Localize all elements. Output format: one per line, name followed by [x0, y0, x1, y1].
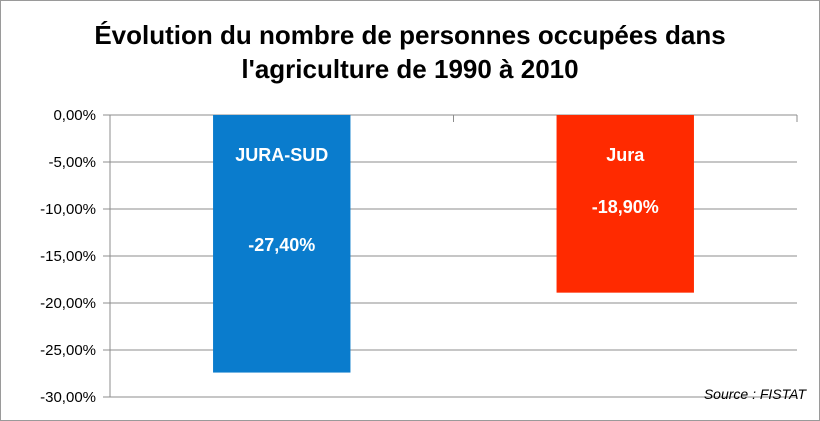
source-note: Source : FISTAT — [703, 386, 806, 402]
y-tick-label: -25,00% — [40, 342, 96, 359]
bar-category-label: JURA-SUD — [235, 145, 328, 165]
y-tick-label: -5,00% — [48, 154, 96, 171]
y-tick-label: -10,00% — [40, 201, 96, 218]
bar-value-label: -27,40% — [248, 235, 315, 255]
bar-value-label: -18,90% — [592, 197, 659, 217]
bar-jura — [556, 115, 694, 293]
y-tick-label: -30,00% — [40, 389, 96, 406]
chart-title: Évolution du nombre de personnes occupée… — [0, 18, 820, 86]
bar-jura-sud — [213, 115, 351, 373]
y-tick-label: 0,00% — [53, 107, 96, 124]
y-tick-label: -15,00% — [40, 248, 96, 265]
chart-title-line-2: l'agriculture de 1990 à 2010 — [241, 54, 579, 84]
bar-category-label: Jura — [606, 145, 645, 165]
y-tick-label: -20,00% — [40, 295, 96, 312]
chart-title-line-1: Évolution du nombre de personnes occupée… — [94, 20, 726, 50]
